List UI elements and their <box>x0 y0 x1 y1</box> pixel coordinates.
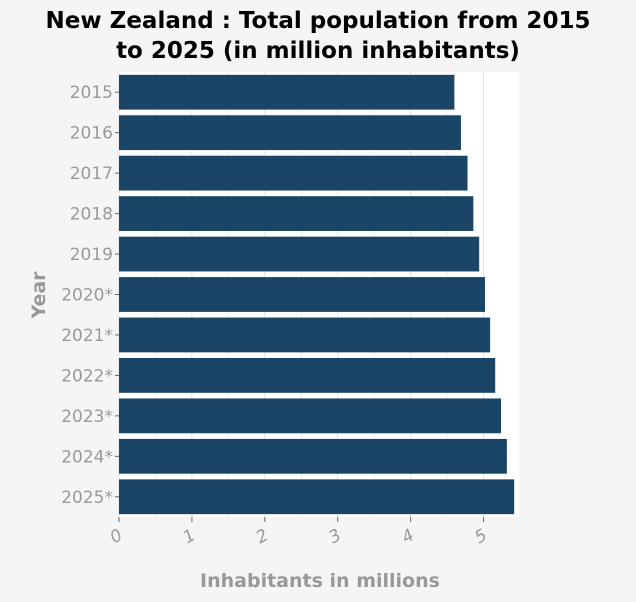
y-tick-label: 2022* <box>61 366 113 386</box>
y-tick-label: 2023* <box>61 407 113 427</box>
bar <box>119 358 496 393</box>
y-tick-label: 2018 <box>70 205 113 225</box>
x-axis-label: Inhabitants in millions <box>200 570 440 592</box>
y-tick-label: 2016 <box>70 124 113 144</box>
bar <box>119 196 474 231</box>
bar <box>119 317 491 353</box>
y-tick-label: 2024* <box>61 447 113 467</box>
bar <box>119 236 480 272</box>
bar <box>119 155 468 191</box>
bar <box>119 438 507 474</box>
bar <box>119 115 461 151</box>
x-tick-label: 1 <box>180 525 199 548</box>
y-tick-label: 2025* <box>61 488 113 508</box>
x-tick-label: 0 <box>107 525 126 548</box>
x-tick-label: 2 <box>253 525 272 548</box>
x-tick-label: 3 <box>326 525 345 548</box>
y-tick-label: 2015 <box>70 83 113 103</box>
y-tick-label: 2021* <box>61 326 113 346</box>
chart-title: New Zealand : Total population from 2015… <box>45 8 591 64</box>
bar <box>119 479 515 515</box>
bar <box>119 277 486 312</box>
y-tick-labels: 2015 2016 2017 2018 2019 2020* 2021* 2022* 2023*… <box>61 83 119 508</box>
bar <box>119 398 502 434</box>
y-axis-label: Year <box>28 271 50 320</box>
x-tick-labels: 0 1 2 3 4 5 <box>107 517 491 548</box>
y-tick-label: 2017 <box>70 164 113 184</box>
bars <box>119 74 515 515</box>
y-tick-label: 2019 <box>70 245 113 265</box>
y-tick-label: 2020* <box>61 286 113 306</box>
bar <box>119 74 455 110</box>
x-tick-label: 5 <box>471 525 490 548</box>
x-tick-label: 4 <box>398 525 417 548</box>
